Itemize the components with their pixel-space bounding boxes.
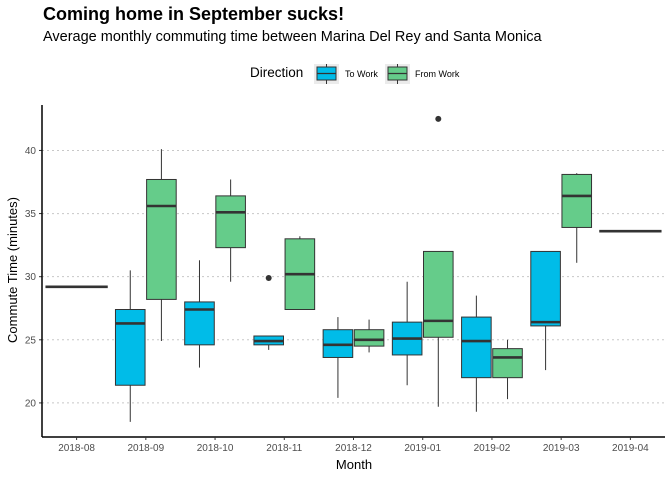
x-tick-label: 2018-09 <box>127 443 164 454</box>
box-body <box>215 195 246 249</box>
box-body <box>492 348 523 379</box>
box-from-work-2018-11 <box>284 236 316 311</box>
chart-subtitle: Average monthly commuting time between M… <box>43 29 542 45</box>
box-from-work-2019-01 <box>423 115 454 407</box>
box-body <box>353 329 385 347</box>
y-tick-label: 35 <box>25 209 37 220</box>
x-axis-title: Month <box>336 457 372 472</box>
box-to-work-2019-03 <box>530 250 561 371</box>
x-tick-label: 2018-08 <box>58 443 95 454</box>
box-to-work-2018-09 <box>114 270 146 422</box>
box-from-work-2018-12 <box>353 319 385 353</box>
x-tick-label: 2019-03 <box>543 443 580 454</box>
box-from-work-2018-10 <box>215 179 246 282</box>
axis-layer: 20 25 30 35 40 2018-08 2018-09 2018-10 2018-11 20… <box>25 105 665 454</box>
box-layer <box>45 115 662 422</box>
y-tick-label: 20 <box>25 398 37 409</box>
y-axis-title: Commute Time (minutes) <box>5 197 20 343</box>
box-to-work-2019-01 <box>391 281 423 386</box>
box-to-work-2019-02 <box>461 295 492 412</box>
chart-title: Coming home in September sucks! <box>43 4 345 24</box>
box-body <box>561 173 593 228</box>
x-tick-label: 2018-12 <box>335 443 372 454</box>
legend-label-from-work: From Work <box>415 69 460 79</box>
y-tick-label: 30 <box>25 272 37 283</box>
box-body <box>146 178 177 300</box>
x-tick-label: 2019-01 <box>404 443 441 454</box>
x-tick-label: 2018-10 <box>197 443 234 454</box>
box-from-work-2019-03 <box>561 173 593 263</box>
y-tick-label: 40 <box>25 146 37 157</box>
y-tick-label: 25 <box>25 335 37 346</box>
box-body <box>423 250 454 338</box>
box-outlier <box>435 115 442 122</box>
box-outlier <box>265 274 272 281</box>
x-tick-label: 2019-02 <box>474 443 511 454</box>
box-to-work-2018-12 <box>322 317 354 398</box>
x-tick-label: 2019-04 <box>612 443 649 454</box>
legend-label-to-work: To Work <box>345 69 378 79</box>
box-from-work-2019-02 <box>492 339 523 400</box>
legend-title: Direction <box>250 65 303 80</box>
grid-layer <box>42 149 665 404</box>
box-body <box>461 316 492 379</box>
legend: Direction To Work From Work <box>250 64 460 84</box>
box-to-work-2018-10 <box>184 260 215 368</box>
box-body <box>530 250 561 327</box>
box-to-work-2018-11 <box>253 274 284 350</box>
box-from-work-2018-09 <box>146 149 177 342</box>
box-body <box>114 309 146 386</box>
x-tick-label: 2018-11 <box>266 443 302 454</box>
